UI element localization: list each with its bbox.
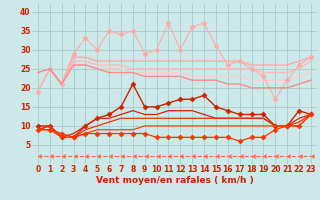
X-axis label: Vent moyen/en rafales ( km/h ): Vent moyen/en rafales ( km/h ) xyxy=(96,176,253,185)
